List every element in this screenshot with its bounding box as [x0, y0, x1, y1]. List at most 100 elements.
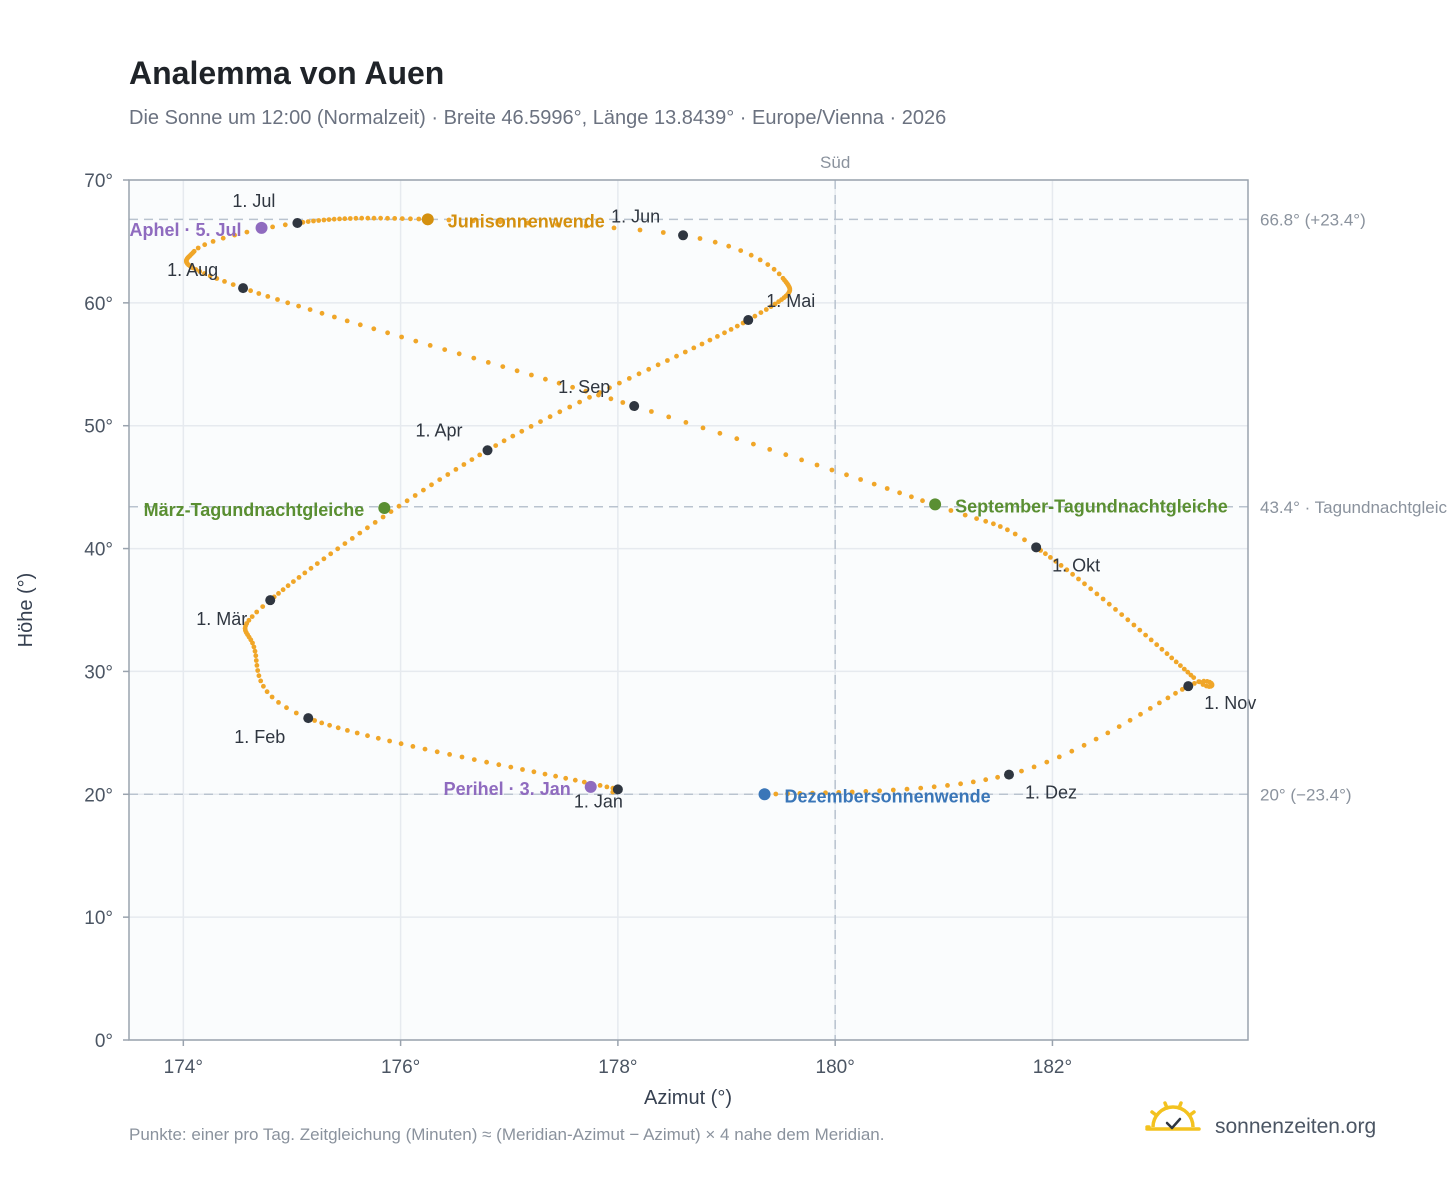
day-point [1031, 764, 1037, 770]
day-point [429, 482, 434, 488]
day-point [1043, 551, 1048, 557]
day-point [1064, 567, 1070, 573]
day-point [319, 310, 325, 316]
month-label: 1. Sep [558, 377, 610, 397]
month-label: 1. Dez [1025, 783, 1077, 803]
day-point [583, 223, 589, 229]
day-point [974, 516, 979, 521]
day-point [477, 452, 483, 458]
month-marker [612, 784, 623, 795]
x-tick-label: 174° [164, 1057, 203, 1078]
event-marker [255, 221, 268, 234]
day-point [230, 282, 236, 287]
day-point [307, 307, 313, 312]
event-label: Junisonnenwende [448, 211, 605, 231]
day-point [890, 787, 896, 793]
day-point [485, 360, 491, 365]
day-point [285, 583, 291, 589]
y-axis-ticks: 0° 10° 20° 30° 40° 50° 60° 70° [84, 171, 129, 1052]
day-point [773, 791, 779, 797]
day-point [587, 394, 592, 400]
day-point [528, 424, 534, 429]
month-label: 1. Apr [416, 420, 463, 440]
day-point [470, 218, 476, 224]
reference-line-label: 66.8° (+23.4°) [1260, 210, 1366, 229]
day-point [799, 457, 804, 463]
event-label: Dezembersonnenwende [785, 786, 991, 806]
day-point [1019, 768, 1024, 774]
day-point [948, 508, 954, 513]
day-point [399, 334, 404, 340]
month-marker [678, 230, 689, 241]
day-point [210, 239, 216, 244]
day-point [412, 493, 418, 498]
day-point [1100, 596, 1106, 602]
day-point [829, 467, 835, 473]
day-point [734, 323, 740, 329]
event-marker [929, 498, 942, 511]
day-point [617, 380, 622, 386]
day-point [620, 400, 626, 405]
day-point [371, 215, 377, 221]
day-point [326, 217, 332, 223]
day-point [1159, 646, 1165, 652]
day-point [1147, 706, 1153, 711]
day-point [385, 215, 390, 221]
day-point [583, 388, 589, 394]
analemma-curve [183, 215, 1215, 797]
day-point [525, 220, 531, 226]
month-label: 1. Jan [574, 791, 623, 811]
day-point [256, 291, 262, 296]
day-point [421, 487, 426, 493]
day-point [752, 313, 758, 319]
day-point [699, 341, 705, 347]
month-label: 1. Aug [167, 260, 218, 280]
day-point [497, 219, 503, 225]
event-label: März-Tagundnachtgleiche [144, 500, 365, 520]
day-point [453, 467, 459, 472]
day-point [1125, 617, 1131, 623]
day-point [768, 304, 774, 309]
day-point [514, 368, 520, 374]
day-point [447, 752, 452, 757]
day-point [849, 789, 855, 795]
day-point [660, 230, 666, 235]
day-point [1179, 687, 1185, 692]
day-point [570, 384, 575, 390]
day-point [538, 419, 543, 424]
y-tick-label: 50° [84, 417, 113, 438]
day-point [771, 266, 777, 272]
day-point [380, 514, 386, 520]
day-point [270, 224, 275, 230]
event-marker [421, 213, 434, 226]
day-point [646, 366, 652, 372]
day-point [765, 262, 771, 267]
day-point [375, 735, 381, 741]
day-point [1197, 679, 1202, 685]
day-point [983, 518, 989, 524]
day-point [365, 733, 370, 739]
day-point [1094, 591, 1100, 597]
day-point [758, 310, 764, 315]
day-point [275, 297, 280, 302]
day-point [529, 372, 534, 378]
day-point [471, 757, 477, 762]
brand-logo[interactable]: sonnenzeiten.org [1145, 1101, 1376, 1138]
day-point [253, 658, 259, 663]
day-point [1185, 669, 1191, 675]
day-point [1048, 555, 1053, 560]
day-point [1181, 666, 1187, 672]
day-point [1138, 711, 1143, 717]
x-axis-title: Azimut (°) [644, 1087, 732, 1109]
day-point [249, 614, 255, 619]
day-point [321, 556, 327, 562]
day-point [314, 561, 320, 566]
day-point [674, 353, 679, 359]
day-point [293, 710, 299, 716]
day-point [1131, 622, 1137, 628]
day-point [767, 447, 773, 452]
day-point [1056, 754, 1062, 760]
day-point [717, 430, 723, 436]
day-point [1164, 651, 1170, 657]
day-point [202, 242, 208, 248]
